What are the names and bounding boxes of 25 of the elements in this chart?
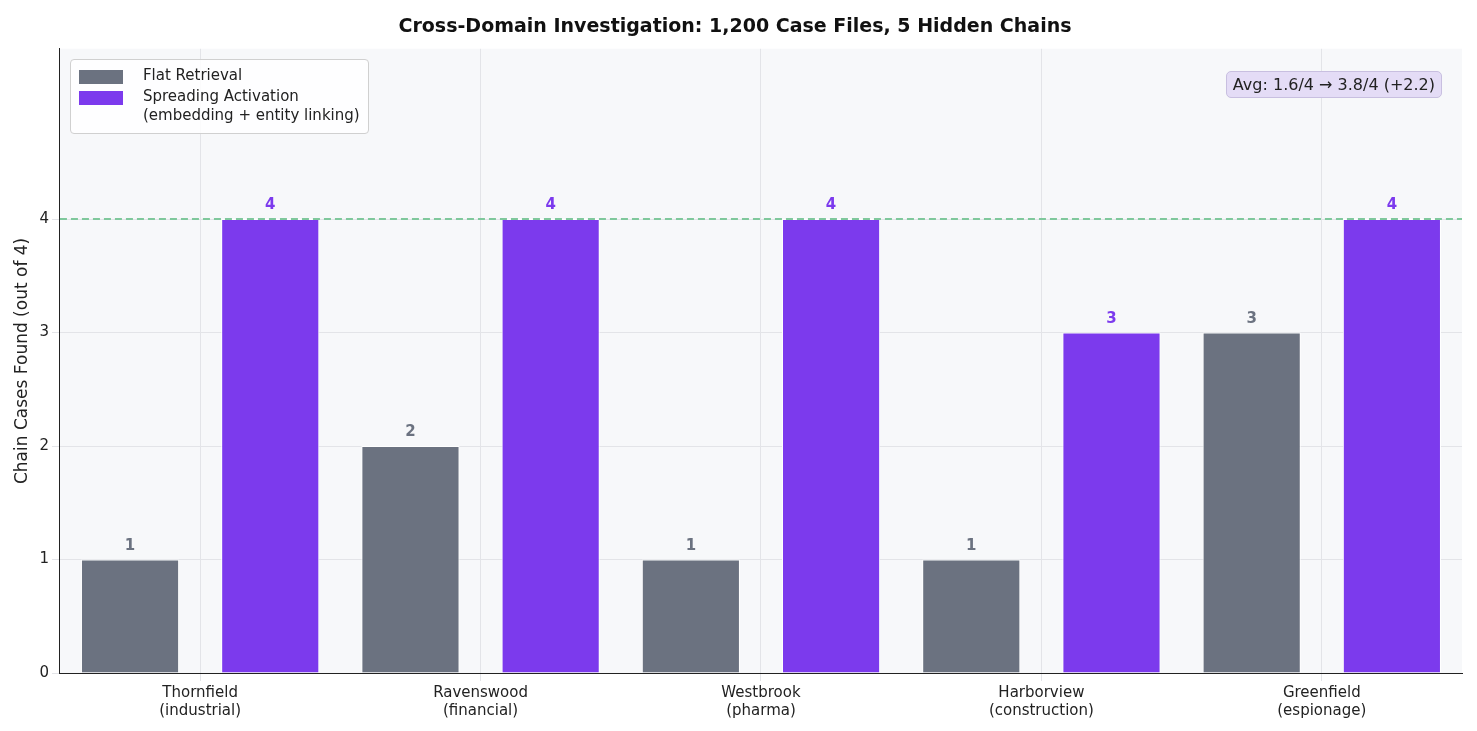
x-tick-label: Ravenswood (financial) [433,682,528,719]
x-tick-label: Harborview (construction) [988,682,1094,719]
data-label: 3 [1246,308,1257,327]
data-label: 4 [265,195,276,214]
annotation: Avg: 1.6/4 → 3.8/4 (+2.2) [1225,70,1442,98]
y-tick-label: 3 [39,322,49,341]
y-tick-label: 4 [39,208,49,227]
data-label: 3 [1106,308,1117,327]
chart-title: Cross-Domain Investigation: 1,200 Case Files, 5 Hidden Chains [398,14,1072,37]
data-label: 1 [124,535,136,554]
data-label: 4 [545,195,556,214]
x-tick-label: Thornfield (industrial) [159,682,242,719]
data-label: 2 [405,422,416,441]
x-tick-label: Westbrook (pharma) [721,682,801,719]
data-label: 1 [966,535,977,554]
legend-label: Flat Retrieval [142,65,243,85]
y-axis-title: Chain Cases Found (out of 4) [10,237,31,485]
legend-label: Spreading Activation (embedding + entity linking) [142,86,360,125]
data-label: 4 [825,195,837,214]
x-tick-label: Greenfield (espionage) [1277,682,1367,719]
data-label: 4 [1386,195,1398,214]
y-tick-label: 2 [39,435,49,454]
data-label: 1 [685,535,697,554]
y-tick-label: 1 [39,549,49,568]
y-tick-label: 0 [39,662,49,681]
